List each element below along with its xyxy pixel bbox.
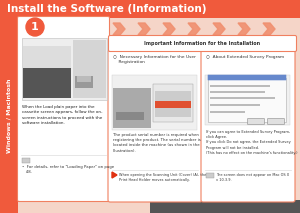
FancyBboxPatch shape — [155, 91, 191, 117]
Bar — [0, 0, 300, 18]
Bar — [210, 85, 270, 87]
Bar — [206, 173, 214, 178]
Polygon shape — [213, 23, 225, 35]
FancyBboxPatch shape — [268, 118, 284, 125]
Bar — [22, 158, 30, 163]
FancyBboxPatch shape — [248, 118, 265, 125]
FancyBboxPatch shape — [153, 84, 193, 122]
Bar — [23, 68, 71, 98]
Bar — [205, 75, 290, 125]
Text: Install the Software (Information): Install the Software (Information) — [7, 4, 206, 14]
Text: Windows / Macintosh: Windows / Macintosh — [7, 78, 11, 153]
Text: When the Load plain paper into the
cassette screen appears, follow the on-
scree: When the Load plain paper into the casse… — [22, 105, 103, 125]
Polygon shape — [263, 23, 275, 35]
Bar — [75, 76, 93, 88]
Text: ○  Necessary Information for the User
    Registration: ○ Necessary Information for the User Reg… — [113, 55, 196, 64]
Text: ○  About Extended Survey Program: ○ About Extended Survey Program — [206, 55, 284, 59]
Bar — [0, 18, 18, 213]
Text: •  For details, refer to "Loading Paper" on page
   48.: • For details, refer to "Loading Paper" … — [22, 165, 114, 174]
Polygon shape — [163, 23, 175, 35]
Polygon shape — [238, 23, 250, 35]
FancyBboxPatch shape — [109, 36, 296, 52]
Bar — [73, 40, 106, 98]
Text: The screen does not appear on Mac OS X
v 10.3.9.: The screen does not appear on Mac OS X v… — [216, 173, 289, 182]
Bar — [77, 76, 91, 82]
Bar — [150, 200, 300, 213]
Bar — [23, 46, 71, 68]
Text: Important Information for the Installation: Important Information for the Installati… — [144, 41, 260, 46]
FancyBboxPatch shape — [155, 101, 191, 108]
Text: If you can agree to Extended Survey Program,
click Agree.
If you click Do not ag: If you can agree to Extended Survey Prog… — [206, 130, 298, 155]
Polygon shape — [112, 172, 117, 178]
Bar — [22, 38, 107, 100]
FancyBboxPatch shape — [108, 50, 202, 202]
Bar — [210, 104, 260, 106]
Bar — [112, 75, 197, 130]
FancyBboxPatch shape — [201, 50, 295, 202]
Text: When opening the Scanning Unit (Cover) (A), the
Print Head Holder moves automati: When opening the Scanning Unit (Cover) (… — [119, 173, 206, 182]
Bar — [210, 96, 275, 99]
Polygon shape — [188, 23, 200, 35]
Polygon shape — [138, 23, 150, 35]
FancyBboxPatch shape — [208, 78, 286, 122]
Bar — [210, 91, 265, 93]
FancyBboxPatch shape — [113, 88, 151, 128]
Text: 1: 1 — [31, 22, 39, 32]
Text: The product serial number is required when
registering the product. The serial n: The product serial number is required wh… — [113, 133, 201, 153]
FancyBboxPatch shape — [17, 16, 110, 201]
Bar — [210, 111, 245, 113]
Circle shape — [26, 18, 44, 36]
FancyBboxPatch shape — [208, 75, 286, 80]
Polygon shape — [113, 23, 125, 35]
FancyBboxPatch shape — [116, 112, 144, 120]
